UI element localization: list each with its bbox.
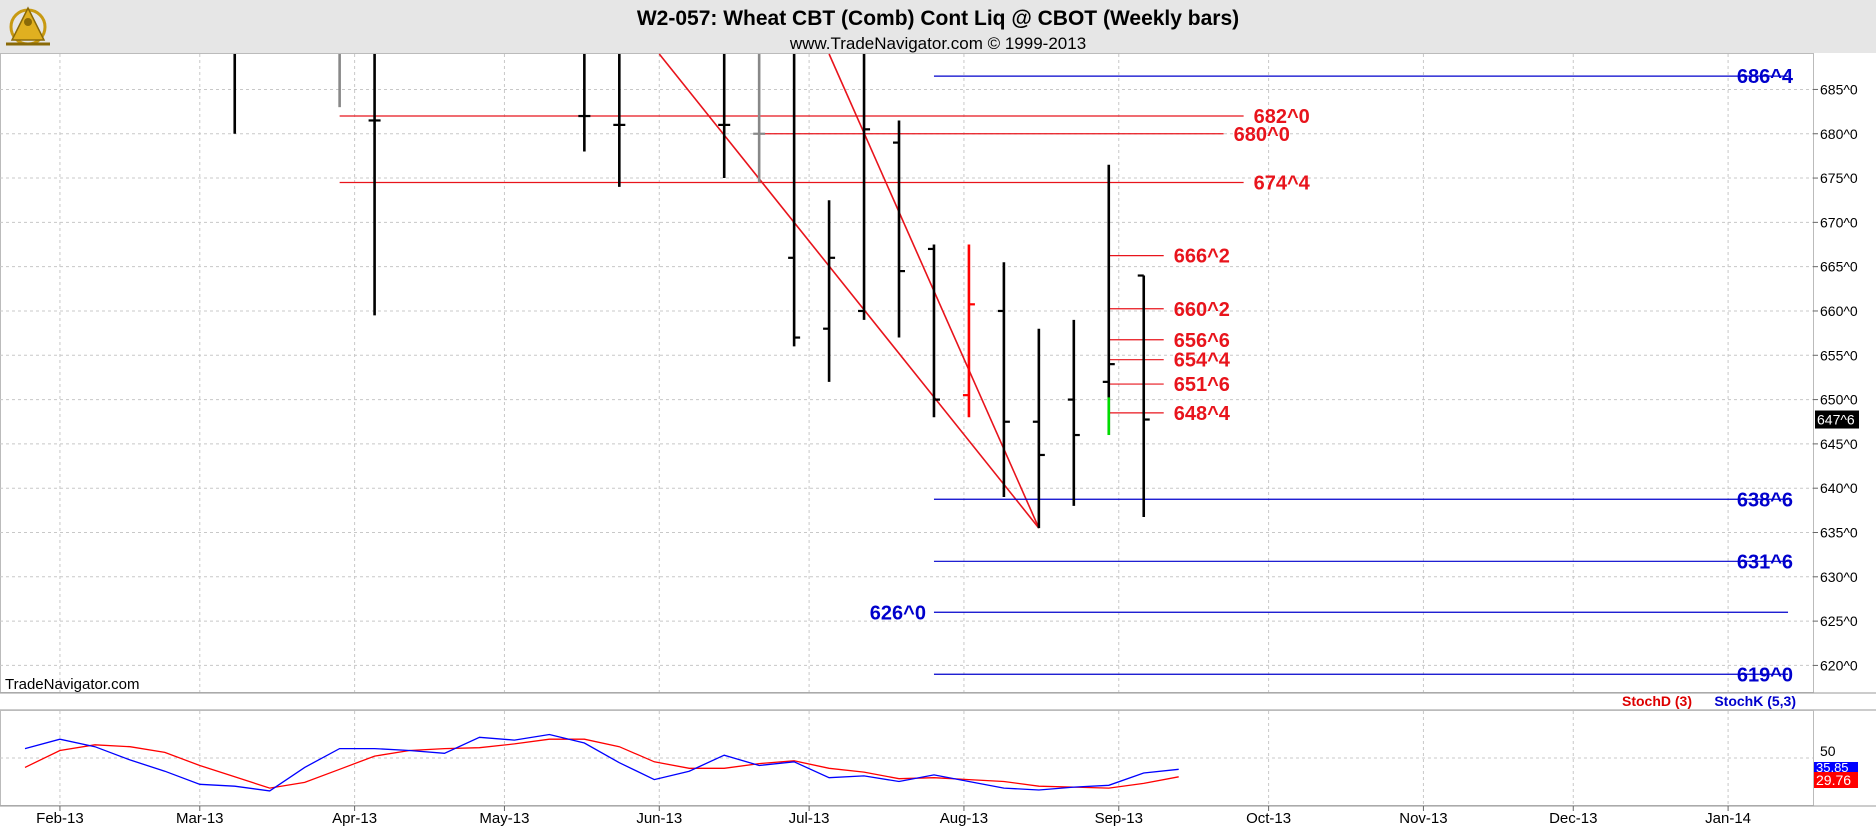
sextant-logo-icon	[6, 6, 50, 46]
stoch-k-value: 35.85	[1816, 760, 1849, 775]
x-tick-label: Dec-13	[1549, 810, 1597, 827]
resistance-label: 666^2	[1174, 246, 1230, 268]
y-tick-label: 625^0	[1820, 613, 1858, 629]
stoch-tick-label: 50	[1820, 743, 1836, 759]
stoch-k-line	[24, 733, 1179, 792]
stoch-d-value-tag	[1814, 772, 1858, 788]
x-tick-label: May-13	[479, 810, 529, 827]
resistance-label: 648^4	[1174, 403, 1231, 425]
chart-title: W2-057: Wheat CBT (Comb) Cont Liq @ CBOT…	[637, 7, 1239, 30]
y-tick-label: 630^0	[1820, 569, 1858, 585]
y-tick-label: 645^0	[1820, 436, 1858, 452]
x-tick-label: Mar-13	[176, 810, 224, 827]
y-tick-label: 640^0	[1820, 480, 1858, 496]
resistance-label: 651^6	[1174, 374, 1230, 396]
resistance-label: 682^0	[1254, 106, 1310, 128]
x-tick-label: Aug-13	[940, 810, 988, 827]
x-tick-label: Jun-13	[636, 810, 682, 827]
header-band	[0, 0, 1876, 53]
resistance-label: 680^0	[1234, 124, 1290, 146]
stoch-d-value: 29.76	[1816, 772, 1851, 788]
watermark: TradeNavigator.com	[5, 676, 140, 693]
resistance-label: 654^4	[1174, 350, 1231, 372]
support-label: 631^6	[1737, 551, 1793, 573]
resistance-label: 660^2	[1174, 299, 1230, 321]
x-tick-label: Jul-13	[789, 810, 830, 827]
y-tick-label: 635^0	[1820, 525, 1858, 541]
y-tick-label: 685^0	[1820, 81, 1858, 97]
y-tick-label: 655^0	[1820, 347, 1858, 363]
y-tick-label: 660^0	[1820, 303, 1858, 319]
x-tick-label: Jan-14	[1705, 810, 1751, 827]
stoch-d-line	[24, 738, 1179, 789]
y-tick-label: 620^0	[1820, 657, 1858, 673]
y-tick-label: 675^0	[1820, 170, 1858, 186]
x-tick-label: Apr-13	[332, 810, 377, 827]
y-tick-label: 680^0	[1820, 126, 1858, 142]
resistance-label: 656^6	[1174, 330, 1230, 352]
stoch-d-legend: StochD (3)	[1622, 693, 1692, 709]
support-label: 626^0	[870, 602, 926, 624]
support-label: 638^6	[1737, 489, 1793, 511]
price-panel-frame	[0, 53, 1814, 693]
x-tick-label: Oct-13	[1246, 810, 1291, 827]
resistance-label: 674^4	[1254, 172, 1311, 194]
stoch-k-legend: StochK (5,3)	[1714, 693, 1796, 709]
x-tick-label: Sep-13	[1095, 810, 1143, 827]
chart-subtitle: www.TradeNavigator.com © 1999-2013	[789, 34, 1086, 53]
y-tick-label: 650^0	[1820, 392, 1858, 408]
support-label: 619^0	[1737, 664, 1793, 686]
last-price-label: 647^6	[1817, 412, 1855, 428]
x-tick-label: Nov-13	[1399, 810, 1447, 827]
y-tick-label: 665^0	[1820, 259, 1858, 275]
y-tick-label: 670^0	[1820, 214, 1858, 230]
support-label: 686^4	[1737, 66, 1794, 88]
last-price-tag	[1815, 410, 1859, 429]
x-tick-label: Feb-13	[36, 810, 84, 827]
trendline	[658, 53, 1040, 529]
stoch-k-value-tag	[1814, 762, 1858, 773]
